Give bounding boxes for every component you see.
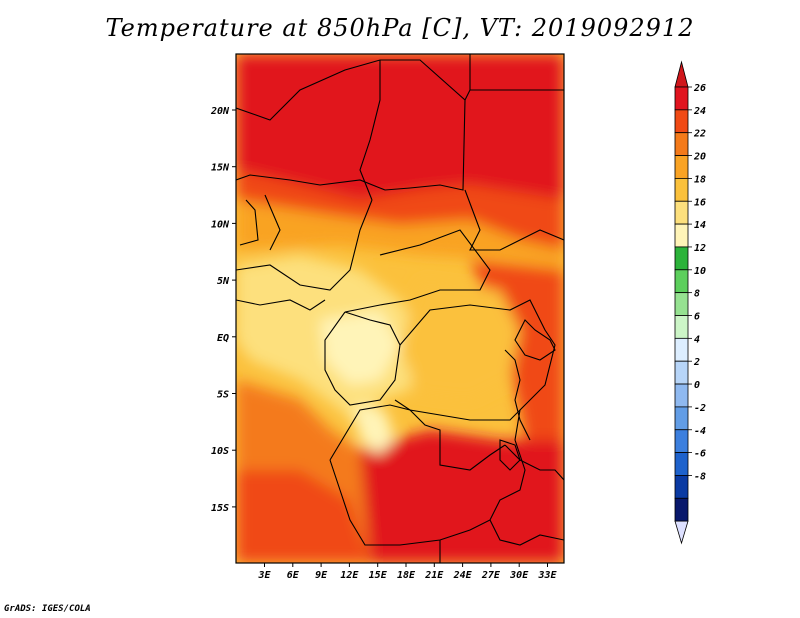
colorbar-label: 12: [694, 243, 706, 254]
colorbar-swatch: [674, 86, 689, 111]
colorbar-swatch: [674, 132, 689, 156]
colorbar-swatch: [674, 337, 689, 362]
colorbar-label: 16: [694, 197, 706, 208]
colorbar-swatch: [674, 177, 689, 202]
x-tick-label: 27E: [481, 570, 501, 581]
colorbar-label: -2: [694, 403, 706, 414]
x-tick-label: 15E: [369, 570, 388, 581]
x-tick-label: 21E: [424, 570, 444, 581]
y-tick-label: 15N: [211, 163, 230, 174]
colorbar-swatch: [674, 269, 689, 294]
colorbar-swatch: [674, 429, 689, 454]
colorbar-label: 26: [693, 83, 706, 94]
colorbar-swatch: [674, 315, 689, 339]
colorbar-label: 22: [693, 129, 706, 140]
footer-credit: GrADS: IGES/COLA: [4, 604, 91, 614]
y-tick-label: 5N: [217, 276, 230, 287]
colorbar-swatch: [674, 246, 689, 271]
colorbar-swatch: [674, 292, 689, 316]
colorbar-swatch: [674, 383, 689, 408]
colorbar-swatch: [674, 109, 689, 134]
colorbar-label: 2: [693, 357, 700, 368]
colorbar-label: 18: [694, 174, 706, 185]
y-tick-label: 10S: [211, 446, 229, 457]
colorbar-swatch: [674, 200, 689, 225]
x-axis: 3E 6E 9E 12E 15E 18E 21E 24E 27E 30E 33E: [257, 563, 558, 581]
colorbar-label: -6: [694, 449, 706, 460]
colorbar-label: 10: [694, 266, 706, 277]
temperature-field: [236, 54, 564, 563]
colorbar-label: 4: [694, 334, 700, 345]
x-tick-label: 18E: [397, 570, 416, 581]
x-tick-label: 30E: [509, 570, 529, 581]
colorbar-swatch: [674, 497, 689, 522]
x-tick-label: 6E: [287, 570, 300, 581]
x-tick-label: 33E: [537, 570, 557, 581]
colorbar-over-triangle: [674, 60, 689, 88]
x-tick-label: 12E: [340, 570, 359, 581]
colorbar-label: -8: [694, 471, 706, 482]
y-tick-label: 10N: [211, 219, 230, 230]
y-tick-label: 15S: [211, 503, 229, 514]
colorbar-swatch: [674, 155, 689, 179]
colorbar-label: 8: [694, 289, 700, 300]
colorbar-swatch: [674, 223, 689, 248]
colorbar-swatch: [674, 452, 689, 476]
colorbar-swatch: [674, 475, 689, 499]
y-tick-label: 20N: [210, 106, 230, 117]
colorbar-under-triangle: [674, 520, 689, 545]
colorbar-label: 0: [694, 380, 700, 391]
x-tick-label: 24E: [453, 570, 473, 581]
colorbar-swatch: [674, 406, 689, 431]
y-tick-label: EQ: [217, 333, 229, 344]
x-tick-label: 9E: [315, 570, 328, 581]
colorbar-label: 6: [694, 312, 700, 323]
y-tick-label: 5S: [217, 390, 229, 401]
map-title: Temperature at 850hPa [C], VT: 201909291…: [105, 14, 695, 42]
colorbar-label: 14: [694, 220, 706, 231]
colorbar-label: 24: [693, 106, 706, 117]
colorbar-label: -4: [694, 426, 706, 437]
x-tick-label: 3E: [257, 570, 271, 581]
colorbar-swatch: [674, 360, 689, 385]
colorbar-label: 20: [693, 152, 706, 163]
plot-frame: [235, 53, 565, 564]
y-axis: 20N 15N 10N 5N EQ 5S 10S 15S: [210, 106, 236, 514]
country-borders: [236, 54, 564, 563]
